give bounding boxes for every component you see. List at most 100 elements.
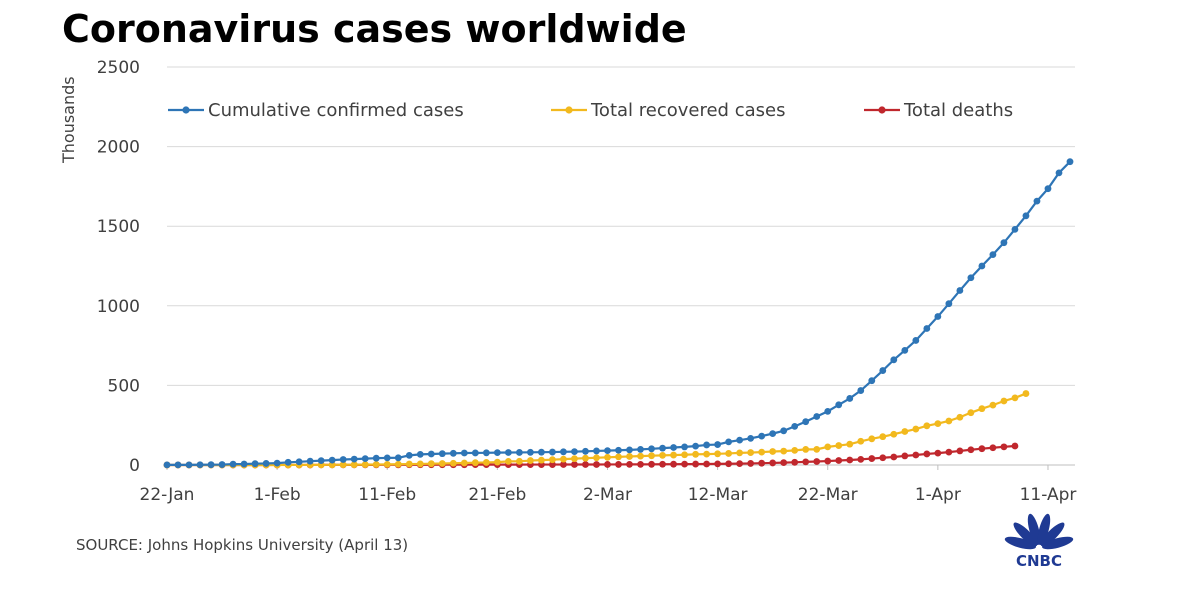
data-point [802,458,810,466]
data-point [229,460,237,468]
data-point [989,401,997,409]
data-point [758,432,766,440]
data-point [956,413,964,421]
data-point [549,456,556,464]
peacock-feather [1013,522,1038,547]
data-point [703,450,710,458]
data-point [747,449,755,456]
data-point [692,450,699,458]
data-point [1044,185,1052,193]
data-point [813,445,821,453]
data-point [515,457,523,465]
peacock-feather [1004,536,1037,550]
data-point [1055,169,1063,177]
y-axis-label: Thousands [59,76,78,164]
data-point [747,460,755,467]
data-point [945,417,953,425]
data-point [1000,239,1008,247]
x-tick-label: 11-Apr [1020,485,1077,505]
data-point [438,460,446,467]
data-point [615,461,622,468]
data-point [361,455,369,462]
data-point [769,459,777,467]
data-point [306,457,314,465]
data-point [857,387,865,394]
data-point [725,450,733,457]
data-point [163,461,171,469]
data-point [879,454,887,462]
legend-item-0: Cumulative confirmed cases [168,100,464,121]
data-point [736,460,744,468]
data-point [637,452,644,460]
data-point [791,422,799,430]
data-point [571,448,578,456]
data-point [504,457,512,465]
data-point [604,453,611,461]
data-point [527,457,534,464]
legend-label: Total deaths [903,100,1013,121]
data-point [207,461,215,469]
data-point [780,427,788,435]
data-point [934,449,942,457]
data-point [593,461,600,468]
data-point [945,448,953,456]
data-point [802,446,810,453]
data-point [989,444,997,452]
data-point [251,460,259,468]
data-point [571,461,578,468]
data-point [527,448,534,456]
x-tick-label: 1-Apr [915,485,961,505]
data-point [427,450,435,458]
data-point [714,460,722,468]
x-tick-label: 21-Feb [468,485,526,505]
data-point [504,449,512,456]
data-point [868,377,876,385]
x-tick-label: 22-Jan [140,485,195,505]
data-point [284,458,292,466]
data-point [273,459,281,467]
data-point [383,460,391,468]
data-point [681,451,688,459]
data-point [736,449,744,457]
data-point [890,430,898,438]
legend: Cumulative confirmed cases Total recovere… [168,100,1013,121]
data-point [383,454,391,462]
data-point [681,460,688,468]
data-point [1000,443,1008,451]
gridlines [167,66,1075,386]
data-point [361,461,369,468]
data-point [791,458,799,466]
peacock-feather [1041,536,1074,550]
data-point [714,450,722,458]
logo-text: CNBC [1016,552,1062,570]
data-point [890,453,898,461]
data-point [549,448,556,456]
data-point [626,446,633,454]
data-point [967,446,975,454]
data-point [670,451,677,459]
data-point [637,446,644,453]
data-point [295,458,303,466]
data-point [978,405,986,413]
data-point [780,447,788,455]
data-point [879,367,887,374]
data-point [1000,397,1008,405]
data-point [670,460,677,468]
data-point [560,448,567,456]
data-point [427,460,435,468]
data-point [967,409,975,417]
data-point [372,454,380,462]
data-point [813,413,821,420]
data-point [824,457,832,465]
data-point [890,356,898,364]
data-point [956,447,964,455]
data-point [1066,158,1074,166]
data-point [813,458,821,465]
data-point [571,455,578,463]
data-point [769,448,777,455]
data-point [615,446,622,454]
source-note: SOURCE: Johns Hopkins University (April … [76,536,408,554]
data-point [703,441,710,449]
data-point [912,425,920,433]
y-tick-label: 1000 [97,297,140,317]
